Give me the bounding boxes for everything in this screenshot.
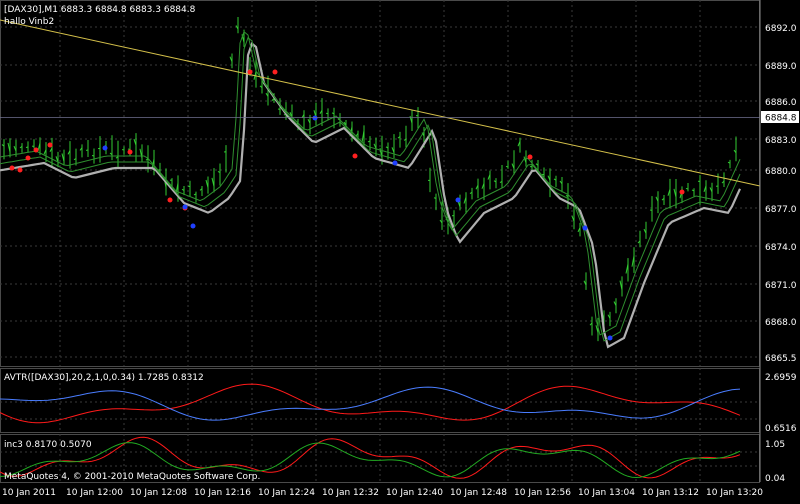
sell-signal-marker: [273, 70, 278, 75]
moving-average-green: [0, 32, 740, 335]
grid: [0, 0, 760, 482]
inc3-axis-label: 1.05: [765, 440, 785, 450]
price-label: 6868.0: [765, 318, 797, 328]
sell-signal-marker: [248, 70, 253, 75]
price-label: 6883.0: [765, 136, 797, 146]
buy-signal-marker: [456, 198, 461, 203]
current-price-label: 6884.8: [765, 114, 797, 124]
avtr-blue-line: [0, 387, 740, 420]
time-label: 10 Jan 12:00: [66, 488, 123, 498]
time-label: 10 Jan 12:16: [194, 488, 251, 498]
price-bar-tick: [434, 198, 436, 199]
avtr-title: AVTR([DAX30],20,2,1,0,0.34) 1.7285 0.831…: [4, 373, 204, 383]
price-bar-tick: [326, 113, 328, 114]
price-label: 6886.0: [765, 98, 797, 108]
price-bar-tick: [686, 188, 688, 189]
time-label: 10 Jan 13:12: [642, 488, 699, 498]
buy-signal-marker: [583, 226, 588, 231]
price-bar-tick: [128, 149, 130, 150]
price-label: 6877.0: [765, 205, 797, 215]
buy-signal-marker: [103, 146, 108, 151]
price-bar-tick: [92, 155, 94, 156]
price-label: 6892.0: [765, 24, 797, 34]
price-label: 6865.5: [765, 354, 797, 364]
sell-signal-marker: [48, 143, 53, 148]
price-bar-tick: [188, 186, 190, 187]
buy-signal-marker: [608, 336, 613, 341]
sell-signal-marker: [26, 156, 31, 161]
time-label: 10 Jan 2011: [2, 488, 56, 498]
price-label: 6889.0: [765, 62, 797, 72]
buy-signal-marker: [183, 205, 188, 210]
time-label: 10 Jan 13:04: [578, 488, 635, 498]
sell-signal-marker: [34, 148, 39, 153]
buy-signal-marker: [191, 224, 196, 229]
inc3-title: inc3 0.8170 0.5070: [4, 440, 92, 450]
price-label: 6880.0: [765, 167, 797, 177]
price-bar-tick: [506, 166, 508, 167]
sell-signal-marker: [128, 150, 133, 155]
time-label: 10 Jan 12:32: [322, 488, 379, 498]
symbol-header: [DAX30],M1 6883.3 6884.8 6883.3 6884.8: [4, 5, 196, 15]
moving-average-green: [0, 38, 740, 341]
time-axis[interactable]: 10 Jan 2011 10 Jan 12:00 10 Jan 12:08 10…: [2, 488, 763, 498]
time-label: 10 Jan 12:56: [514, 488, 571, 498]
indicator-name: hallo Vinb2: [4, 17, 54, 27]
time-label: 10 Jan 12:40: [386, 488, 443, 498]
price-label: 6871.0: [765, 281, 797, 291]
sell-signal-marker: [18, 168, 23, 173]
sell-signal-marker: [680, 190, 685, 195]
moving-average-gray: [0, 44, 740, 347]
time-label: 10 Jan 12:08: [130, 488, 187, 498]
time-label: 10 Jan 13:20: [706, 488, 763, 498]
time-label: 10 Jan 12:24: [258, 488, 315, 498]
sell-signal-marker: [528, 155, 533, 160]
buy-signal-marker: [313, 116, 318, 121]
time-label: 10 Jan 12:48: [450, 488, 507, 498]
inc3-axis-label: 0.04: [765, 474, 785, 484]
price-label: 6874.0: [765, 243, 797, 253]
buy-signal-marker: [393, 161, 398, 166]
sell-signal-marker: [10, 166, 15, 171]
avtr-axis-label: 2.6959: [765, 373, 797, 383]
sell-signal-marker: [168, 198, 173, 203]
copyright-text: MetaQuotes 4, © 2001-2010 MetaQuotes Sof…: [4, 472, 260, 482]
avtr-axis-label: 0.6516: [765, 424, 797, 434]
sell-signal-marker: [353, 154, 358, 159]
price-bar-tick: [26, 147, 28, 148]
indicator-series: [0, 384, 740, 478]
